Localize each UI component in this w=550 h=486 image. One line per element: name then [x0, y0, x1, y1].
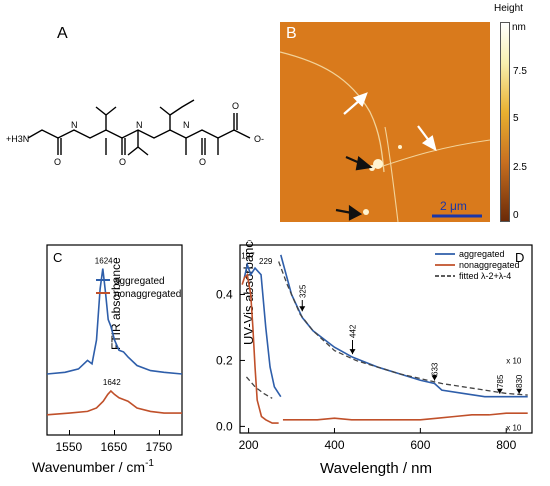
colorbar-tick-2-5: 2.5: [513, 162, 527, 173]
ftir-chart: C FTIR absorbance 1550 1650 1750 1624 1642…: [32, 244, 183, 475]
uvvis-series-nonaggregated: [241, 272, 279, 424]
nh3-text: +H3N: [6, 134, 29, 144]
uvvis-annotation-785: 785: [496, 374, 505, 388]
ftir-ylabel: FTIR absorbance: [109, 257, 123, 350]
peptide-structure: +H3N O N O N O N O O-: [6, 99, 264, 167]
uvvis-series-nonaggregated: [282, 412, 528, 421]
uvvis-annotation-633: 633: [431, 362, 440, 376]
colorbar-tick-0: 0: [513, 210, 519, 221]
uvvis-annotation-325-arrowhead: [299, 306, 306, 312]
uvvis-annotation-442: 442: [349, 324, 358, 338]
uvvis-xtick-label: 400: [324, 438, 344, 452]
uvvis-ytick-label: 0.4: [216, 287, 233, 301]
panel-b-label: B: [286, 25, 297, 42]
uvvis-annotation-633-arrowhead: [431, 375, 438, 381]
scale-bar-label: 2 μm: [440, 199, 467, 213]
uvvis-chart: D UV-Vis absorbance 200 400 600 800 0.00.20…: [216, 240, 533, 477]
black-arrow-2-head: [348, 204, 363, 221]
atom-n-2: N: [136, 120, 143, 130]
uvvis-annotation-229: 229: [259, 257, 273, 266]
uvvis-xtick-label: 200: [239, 438, 259, 452]
ftir-xtick-label: 1750: [146, 440, 173, 454]
uvvis-annotation-x10-bottom: x 10: [506, 423, 522, 432]
uvvis-series-aggregated: [243, 261, 282, 398]
atom-n-3: N: [183, 120, 190, 130]
uvvis-legend-label-0: aggregated: [459, 249, 505, 259]
uvvis-xlabel: Wavelength / nm: [320, 460, 432, 477]
uvvis-annotation-830: 830: [515, 374, 524, 388]
panel-a-label: A: [57, 25, 68, 42]
white-arrow-1-head: [353, 92, 368, 107]
ftir-legend-aggregated: aggregated: [114, 276, 165, 287]
uvvis-series-fit: [245, 376, 273, 399]
ftir-xtick-label: 1650: [101, 440, 128, 454]
white-arrow-1-shaft: [343, 99, 361, 115]
fibril-1: [280, 51, 385, 173]
ftir-legend-nonaggregated: nonaggregated: [114, 289, 181, 300]
black-arrow-1-head: [355, 155, 373, 171]
colorbar-unit: nm: [512, 22, 526, 33]
aggregate-spot-1: [373, 159, 383, 169]
ftir-xtick-label: 1550: [56, 440, 83, 454]
colorbar-tick-7-5: 7.5: [513, 66, 527, 77]
white-arrow-2-head: [421, 135, 437, 152]
uvvis-series-aggregated: [280, 254, 528, 398]
uvvis-plot-frame: [239, 244, 533, 434]
ftir-annotation-1642: 1642: [103, 378, 121, 387]
afm-image: 2 μm B: [280, 22, 490, 222]
o-minus-text: O-: [254, 134, 264, 144]
ftir-series-aggregated: [46, 268, 183, 375]
fibril-3: [379, 139, 490, 168]
ftir-annotation-1624: 1624: [95, 257, 113, 266]
aggregate-spot-3: [363, 209, 369, 215]
uvvis-xtick-label: 800: [496, 438, 516, 452]
uvvis-annotation-442-arrowhead: [349, 349, 356, 355]
uvvis-annotation-197: 197: [241, 251, 255, 260]
atom-n-1: N: [71, 120, 78, 130]
uvvis-legend-label-1: nonaggregated: [459, 260, 520, 270]
uvvis-annotation-830-arrowhead: [516, 388, 523, 394]
ftir-xlabel: Wavenumber / cm-1: [32, 458, 154, 475]
atom-o-1: O: [54, 157, 61, 167]
fibril-2: [384, 126, 399, 222]
uvvis-annotation-325: 325: [298, 284, 307, 298]
afm-background: [280, 22, 490, 222]
colorbar-tick-5: 5: [513, 113, 519, 124]
structure-bonds: [27, 99, 251, 156]
uvvis-annotation-785-arrowhead: [496, 388, 503, 394]
aggregate-spot-4: [398, 145, 402, 149]
ftir-series-nonaggregated: [46, 389, 182, 416]
panel-d-label: D: [515, 250, 524, 265]
atom-o-2: O: [119, 157, 126, 167]
uvvis-ytick-label: 0.0: [216, 419, 233, 433]
uvvis-series-fit: [278, 261, 528, 396]
uvvis-legend-label-2: fitted λ-2+λ-4: [459, 271, 511, 281]
atom-o-3: O: [199, 157, 206, 167]
colorbar-title: Height: [494, 3, 523, 14]
panel-c-label: C: [53, 250, 62, 265]
uvvis-xtick-label: 600: [410, 438, 430, 452]
uvvis-ytick-label: 0.2: [216, 353, 233, 367]
uvvis-annotation-x10-top: x 10: [506, 357, 522, 366]
colorbar: [500, 22, 510, 222]
atom-o-4: O: [232, 101, 239, 111]
